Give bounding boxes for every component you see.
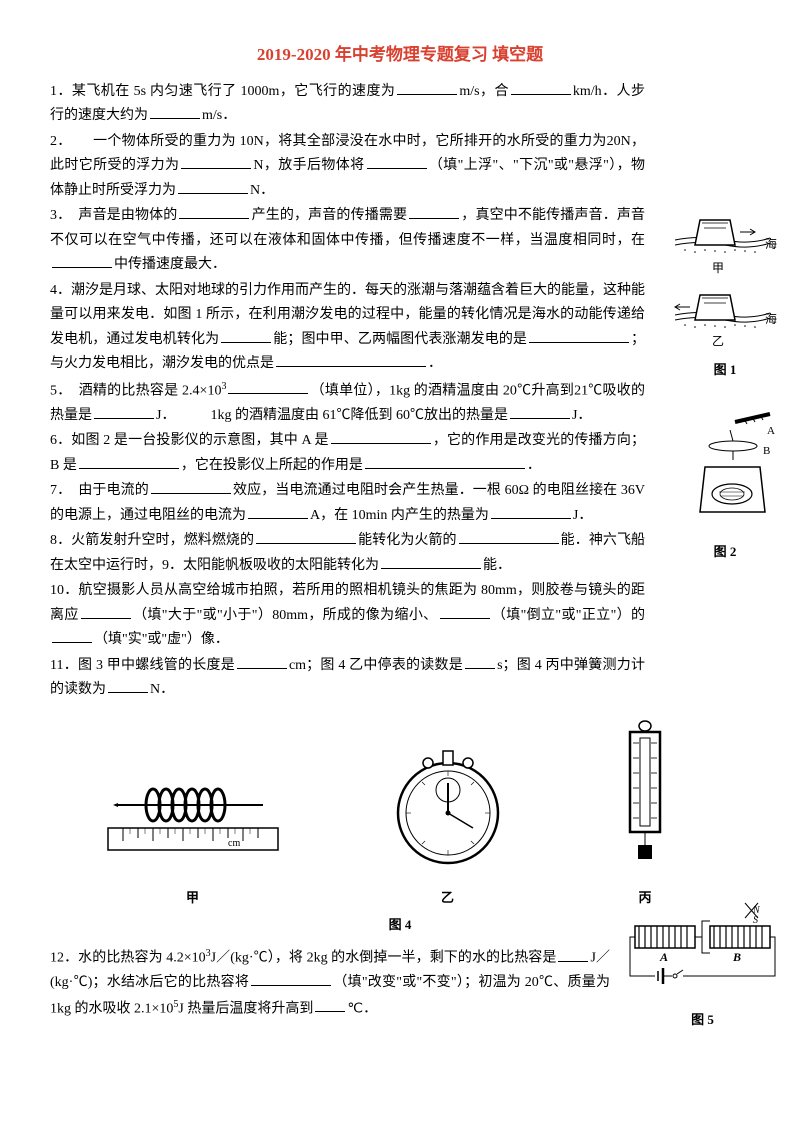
question-5: 5． 酒精的比热容是 2.4×103（填单位），1kg 的酒精温度由 20℃升高…	[50, 378, 645, 429]
figure-1-label: 图 1	[660, 359, 790, 382]
question-3: 3． 声音是由物体的产生的，声音的传播需要，真空中不能传播声音．声音不仅可以在空…	[50, 204, 645, 278]
figure-5: N S A B 图 5	[625, 901, 780, 1032]
question-7: 7． 由于电流的效应，当电流通过电阻时会产生热量．一根 60Ω 的电阻丝接在 3…	[50, 479, 645, 528]
figure-2-label: 图 2	[660, 541, 790, 564]
svg-text:乙: 乙	[712, 334, 724, 348]
figure-4-yi-label: 乙	[383, 887, 513, 910]
svg-text:甲: 甲	[712, 261, 724, 275]
svg-text:cm: cm	[228, 838, 240, 849]
figure-2: A B 图 2	[660, 412, 790, 564]
svg-text:A: A	[767, 425, 775, 437]
content-area: 海 海 甲 乙 图 1 A	[50, 80, 750, 1022]
right-figure-column: 海 海 甲 乙 图 1 A	[660, 210, 790, 572]
question-1: 1．某飞机在 5s 内匀速飞行了 1000m，它飞行的速度为m/s，合km/h．…	[50, 80, 645, 129]
figure-row-4: cm 甲	[50, 718, 730, 910]
figure-4-jia-label: 甲	[98, 887, 288, 910]
question-12: 12．水的比热容为 4.2×103J／(kg·℃），将 2kg 的水倒掉一半，剩…	[50, 945, 610, 1022]
question-11: 11．图 3 甲中螺线管的长度是cm；图 4 乙中停表的读数是s；图 4 丙中弹…	[50, 654, 645, 703]
fig1-sea-label-1: 海	[765, 236, 777, 251]
svg-text:海: 海	[765, 311, 777, 326]
figure-4-bing: 丙	[608, 718, 683, 910]
figure-1: 海 海 甲 乙 图 1	[660, 210, 790, 382]
question-2: 2． 一个物体所受的重力为 10N，将其全部浸没在水中时，它所排开的水所受的重力…	[50, 130, 645, 204]
main-text-column: 1．某飞机在 5s 内匀速飞行了 1000m，它飞行的速度为m/s，合km/h．…	[50, 80, 645, 703]
svg-text:B: B	[763, 445, 770, 457]
svg-text:B: B	[732, 950, 741, 964]
question-8-9: 8．火箭发射升空时，燃料燃烧的能转化为火箭的能．神六飞船在太空中运行时，9．太阳…	[50, 529, 645, 578]
question-10: 10．航空摄影人员从高空给城市拍照，若所用的照相机镜头的焦距为 80mm，则胶卷…	[50, 579, 645, 653]
figure-5-label: 图 5	[625, 1009, 780, 1032]
question-4: 4．潮汐是月球、太阳对地球的引力作用而产生的．每天的涨潮与落潮蕴含着巨大的能量，…	[50, 279, 645, 377]
figure-4-yi: 乙	[383, 743, 513, 910]
document-title: 2019-2020 年中考物理专题复习 填空题	[50, 40, 750, 70]
svg-text:A: A	[659, 950, 668, 964]
figure-4-jia: cm 甲	[98, 753, 288, 910]
question-6: 6．如图 2 是一台投影仪的示意图，其中 A 是，它的作用是改变光的传播方向；B…	[50, 429, 645, 478]
